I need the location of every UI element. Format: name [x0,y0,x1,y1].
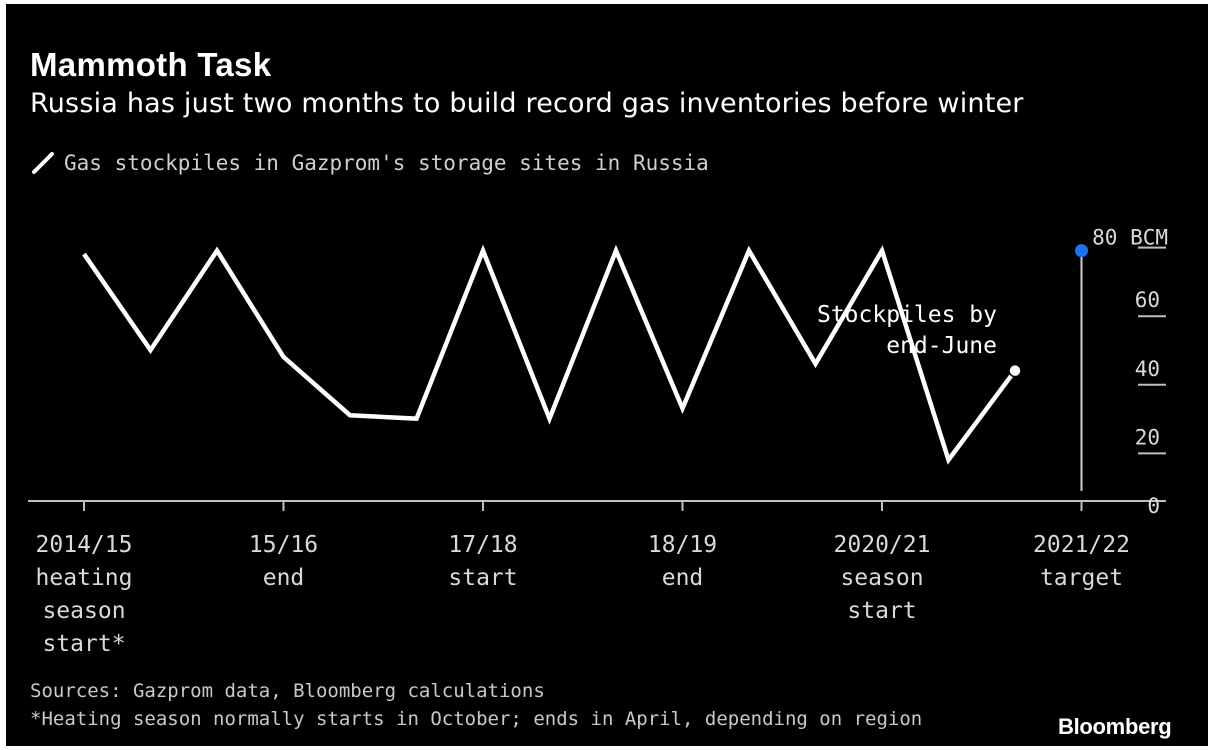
x-tick-label-line: end [662,565,704,591]
chart-frame: Mammoth Task Russia has just two months … [6,4,1208,746]
annotation-line: Stockpiles by [817,302,997,328]
x-tick-label-line: 18/19 [648,532,717,558]
y-tick-label: 20 [1135,425,1160,449]
chart-title: Mammoth Task [30,46,272,83]
x-tick-label-line: season [840,565,923,591]
bloomberg-logo: Bloomberg [1058,714,1172,739]
x-tick-label-line: 2021/22 [1033,532,1130,558]
stockpiles-annotation: Stockpiles by end-June [817,302,997,359]
x-tick-label-line: 2020/21 [834,532,931,558]
x-tick-label-line: start [448,565,517,591]
y-tick-label: 60 [1135,288,1160,312]
x-tick-label-line: target [1040,565,1123,591]
x-tick-label: 2014/15 heating season start* [36,532,133,657]
x-tick-label-line: season [42,598,125,624]
source-note: Sources: Gazprom data, Bloomberg calcula… [30,680,545,702]
x-tick-label: 15/16 end [249,532,318,591]
x-tick-label-line: 2014/15 [36,532,133,558]
x-tick-label: 18/19 end [648,532,717,591]
legend-line-icon [32,152,54,174]
stockpile-series-line [82,244,1017,465]
target-point [1075,244,1088,258]
annotation-line: end-June [886,333,997,359]
chart-subtitle: Russia has just two months to build reco… [30,88,1024,119]
x-tick-label-line: start* [42,631,125,657]
y-tick-label: 80 BCM [1092,226,1168,250]
legend-label: Gas stockpiles in Gazprom's storage site… [64,151,709,175]
x-tick-label-line: 17/18 [448,532,517,558]
y-tick-label: 0 [1147,494,1160,518]
footnote: *Heating season normally starts in Octob… [30,708,923,730]
legend: Gas stockpiles in Gazprom's storage site… [30,150,709,176]
x-tick-label-line: start [847,598,916,624]
gas-stockpile-chart: 80 BCM 60 40 20 0 2014/15 heating season start* 1… [28,226,1168,657]
end-june-point [1008,363,1022,378]
x-tick-label: 2020/21 season start [834,532,931,624]
x-tick-label: 17/18 start [448,532,517,591]
x-tick-label-line: end [263,565,305,591]
y-tick-label: 40 [1135,357,1160,381]
x-tick-label: 2021/22 target [1033,532,1130,591]
x-tick-label-line: heating [36,565,133,591]
x-tick-label-line: 15/16 [249,532,318,558]
